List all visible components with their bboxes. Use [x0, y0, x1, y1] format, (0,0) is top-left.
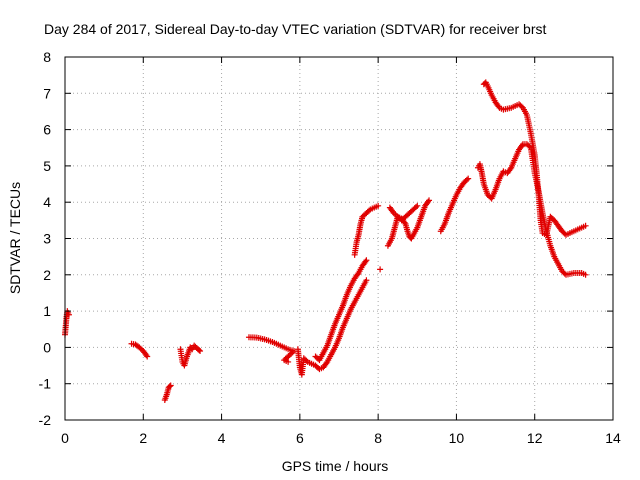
data-point	[167, 382, 174, 389]
data-point	[425, 198, 432, 205]
y-tick-label: -1	[39, 376, 52, 392]
data-points	[62, 79, 589, 404]
data-point	[166, 383, 173, 390]
plot-frame	[64, 56, 614, 421]
x-tick-label: 4	[218, 430, 226, 446]
y-tick-label: -2	[39, 412, 52, 428]
data-point	[65, 311, 72, 318]
data-point	[362, 258, 369, 265]
data-point	[377, 266, 384, 273]
data-point	[582, 222, 589, 229]
y-tick-label: 4	[43, 194, 51, 210]
x-tick-label: 6	[296, 430, 304, 446]
data-point	[375, 202, 382, 209]
y-axis-title: SDTVAR / TECUs	[7, 182, 23, 294]
y-tick-label: 2	[43, 267, 51, 283]
data-point	[363, 257, 370, 264]
y-tick-label: 0	[43, 339, 51, 355]
data-point	[518, 142, 525, 149]
data-point	[426, 197, 433, 204]
data-point	[197, 348, 204, 355]
data-point	[196, 347, 203, 354]
data-point	[518, 103, 525, 110]
x-tick-label: 2	[139, 430, 147, 446]
grid	[65, 57, 613, 420]
y-tick-label: 1	[43, 303, 51, 319]
x-tick-label: 10	[449, 430, 465, 446]
x-tick-label: 8	[374, 430, 382, 446]
chart-title: Day 284 of 2017, Sidereal Day-to-day VTE…	[44, 21, 546, 37]
data-point	[144, 353, 151, 360]
data-point	[143, 352, 150, 359]
data-point	[363, 277, 370, 284]
data-point	[303, 357, 310, 364]
x-tick-label: 14	[605, 430, 621, 446]
data-point	[354, 271, 361, 278]
data-point	[465, 175, 472, 182]
y-tick-label: 3	[43, 231, 51, 247]
data-point	[323, 360, 330, 367]
y-tick-label: 5	[43, 158, 51, 174]
data-point	[507, 166, 514, 173]
data-point	[414, 202, 421, 209]
y-tick-label: 8	[43, 49, 51, 65]
data-point	[285, 358, 292, 365]
data-point	[561, 270, 568, 277]
y-tick-label: 7	[43, 85, 51, 101]
data-point	[463, 176, 470, 183]
y-tick-label: 6	[43, 122, 51, 138]
data-point	[412, 204, 419, 211]
data-point	[582, 271, 589, 278]
x-axis-title: GPS time / hours	[282, 458, 389, 474]
x-tick-label: 0	[61, 430, 69, 446]
x-tick-label: 12	[527, 430, 543, 446]
data-point	[366, 207, 373, 214]
